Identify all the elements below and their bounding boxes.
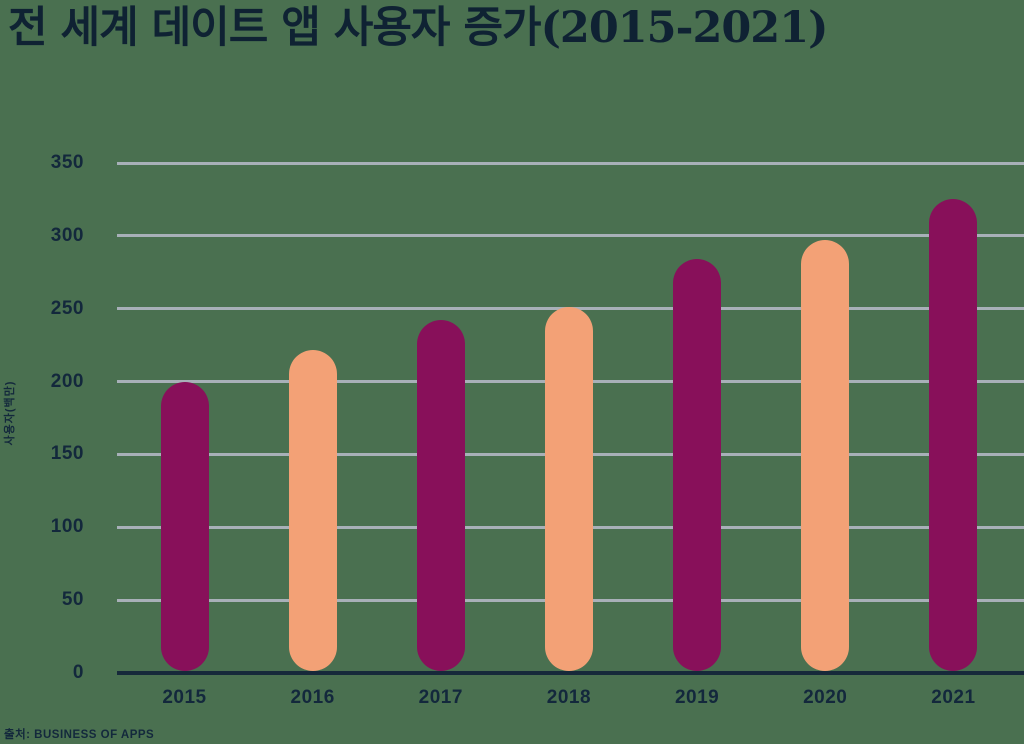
bar-2015: [160, 382, 209, 671]
y-tick-label-0: 0: [72, 662, 84, 683]
y-tick-label-300: 300: [50, 224, 84, 246]
x-tick-label-2016: 2016: [290, 687, 335, 708]
y-tick-label-350: 350: [50, 152, 84, 173]
x-tick-label-2020: 2020: [803, 687, 848, 708]
bar-2016: [288, 350, 337, 671]
bar-2021: [929, 198, 978, 671]
chart-title: 전 세계 데이트 앱 사용자 증가(2015-2021): [8, 3, 828, 53]
source-caption: 출처: BUSINESS OF APPS: [4, 729, 155, 741]
x-axis-baseline: [117, 671, 1024, 675]
bar-2020: [801, 239, 850, 671]
y-tick-label-50: 50: [61, 589, 84, 611]
gridline-300: [117, 234, 1024, 238]
y-tick-label-250: 250: [50, 297, 84, 319]
x-tick-label-2021: 2021: [931, 687, 976, 708]
x-tick-label-2015: 2015: [162, 687, 207, 708]
bar-2019: [673, 258, 722, 671]
bar-2017: [416, 319, 465, 671]
y-tick-label-150: 150: [50, 443, 84, 465]
y-axis-title: 사용자(백만): [4, 380, 16, 446]
y-tick-label-100: 100: [50, 516, 84, 538]
x-tick-label-2019: 2019: [674, 687, 720, 708]
x-tick-label-2018: 2018: [546, 687, 592, 708]
bar-2018: [544, 306, 593, 671]
x-tick-label-2017: 2017: [418, 687, 463, 708]
y-tick-label-200: 200: [50, 370, 84, 392]
gridline-350: [117, 161, 1024, 165]
